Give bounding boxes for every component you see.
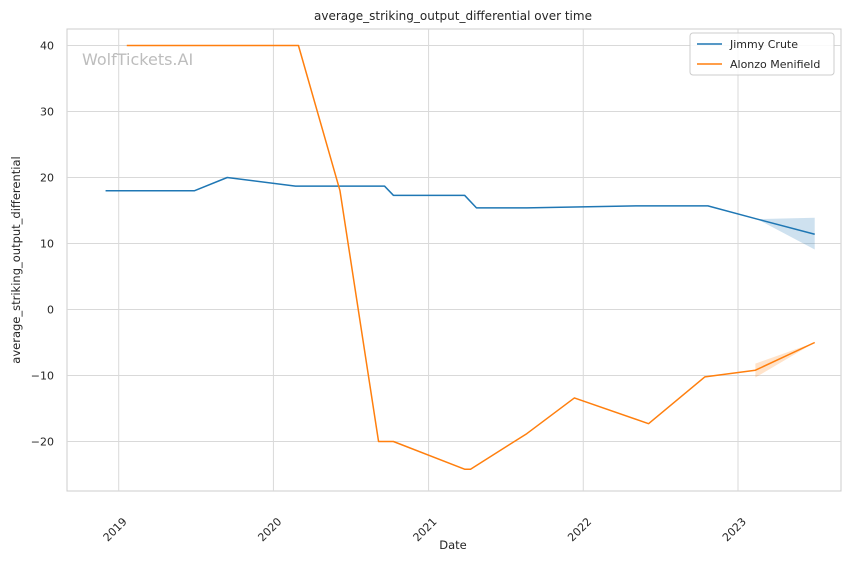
watermark-text: WolfTickets.AI [82, 50, 193, 69]
x-axis-title: Date [439, 538, 467, 552]
y-tick-label: −10 [31, 370, 54, 383]
confidence-band-series-1 [755, 342, 815, 378]
chart-title: average_striking_output_differential ove… [314, 9, 592, 23]
series-line-1 [126, 44, 816, 470]
y-tick-label: −20 [31, 436, 54, 449]
y-tick-label: 40 [40, 40, 54, 53]
series-lines [105, 44, 816, 470]
legend-box [689, 32, 835, 76]
y-tick-label: 0 [47, 304, 54, 317]
series-line-0 [105, 176, 815, 235]
legend-label-jimmy-crute: Jimmy Crute [729, 38, 798, 51]
confidence-band-series-0 [757, 217, 815, 250]
grid [67, 29, 841, 491]
y-tick-label: 10 [40, 238, 54, 251]
y-tick-label: 20 [40, 172, 54, 185]
y-axis-title: average_striking_output_differential [9, 156, 23, 363]
y-tick-label: 30 [40, 106, 54, 119]
plot-area [66, 28, 842, 492]
legend: Jimmy Crute Alonzo Menifield [689, 32, 835, 76]
legend-label-alonzo-menifield: Alonzo Menifield [730, 58, 820, 71]
confidence-bands [755, 217, 815, 378]
